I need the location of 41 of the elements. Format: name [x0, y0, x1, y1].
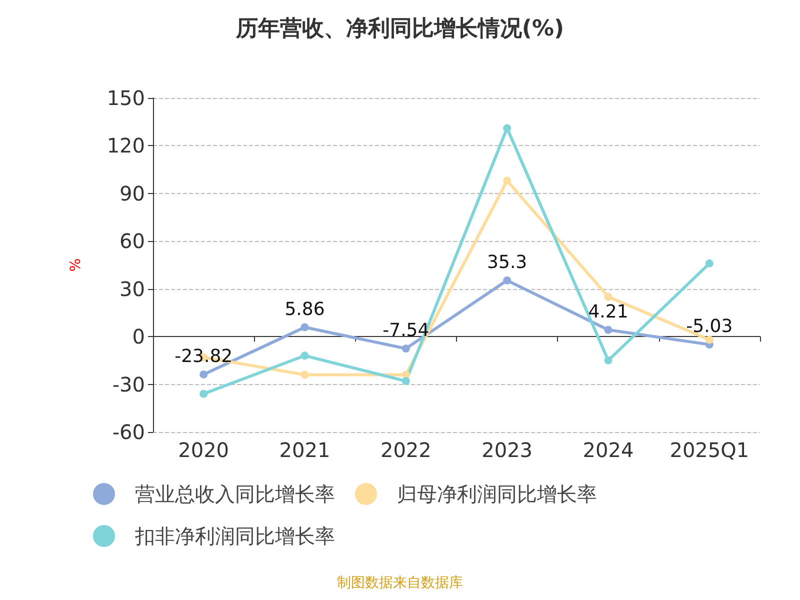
point — [200, 390, 208, 398]
data-label: 4.21 — [588, 301, 628, 322]
point — [604, 292, 612, 301]
point — [300, 352, 309, 360]
x-tick-label: 2025Q1 — [670, 438, 750, 462]
x-tick-label: 2021 — [279, 438, 330, 462]
y-tick-label: -30 — [112, 372, 145, 396]
point — [705, 259, 714, 268]
point — [402, 344, 410, 353]
x-tick-label: 2024 — [582, 438, 634, 462]
data-label: -7.54 — [382, 320, 430, 342]
point — [503, 276, 512, 284]
point — [604, 356, 612, 364]
data-label: 5.86 — [284, 298, 325, 320]
chart-title: 历年营收、净利同比增长情况(%) — [234, 16, 564, 42]
y-tick-label: 60 — [120, 229, 145, 254]
data-label: 35.3 — [487, 252, 528, 273]
point — [503, 176, 512, 185]
point — [604, 326, 612, 334]
point — [200, 370, 208, 378]
point — [300, 370, 309, 379]
y-axis-title: % — [68, 258, 84, 272]
data-label: -23.82 — [174, 346, 233, 367]
text: 制图数据来自数据库 — [337, 575, 463, 591]
legend-label: 营业总收入同比增长率 — [135, 482, 335, 506]
x-tick-label: 2020 — [178, 438, 230, 462]
point — [503, 124, 512, 132]
y-tick-label: 0 — [132, 324, 145, 349]
y-tick-label: 120 — [106, 134, 145, 158]
point — [402, 377, 410, 386]
x-tick-label: 2022 — [380, 438, 432, 462]
y-tick-label: 150 — [106, 86, 145, 110]
y-tick-label: -60 — [112, 420, 145, 444]
point — [705, 336, 714, 344]
y-tick-label: 90 — [120, 181, 145, 206]
legend-label: 扣非净利润同比增长率 — [134, 524, 335, 548]
x-tick-label: 2023 — [482, 438, 533, 462]
y-tick-label: 30 — [120, 276, 145, 301]
point — [300, 323, 309, 332]
legend-label: 归母净利润同比增长率 — [397, 482, 597, 506]
data-label: -5.03 — [686, 316, 733, 338]
